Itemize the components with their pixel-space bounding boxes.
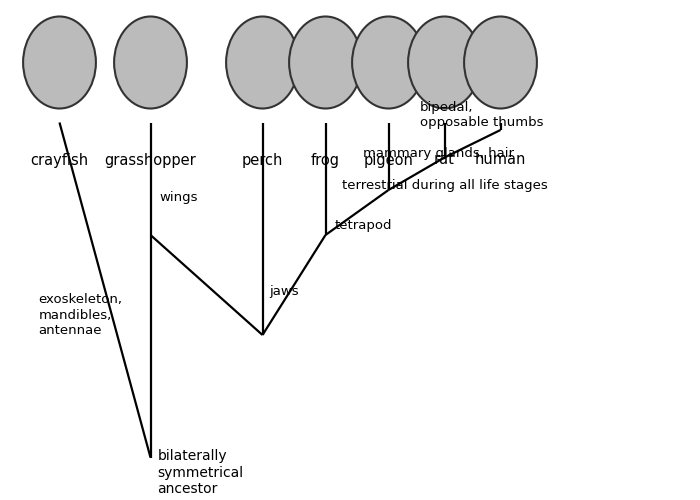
Text: grasshopper: grasshopper <box>104 152 197 168</box>
Ellipse shape <box>23 16 96 108</box>
Text: rat: rat <box>434 152 455 168</box>
Ellipse shape <box>352 16 425 108</box>
Text: human: human <box>475 152 526 168</box>
Text: perch: perch <box>241 152 284 168</box>
Text: tetrapod: tetrapod <box>335 220 392 232</box>
Text: terrestrial during all life stages: terrestrial during all life stages <box>342 178 547 192</box>
Text: frog: frog <box>311 152 340 168</box>
Ellipse shape <box>464 16 537 108</box>
Ellipse shape <box>226 16 299 108</box>
Text: pigeon: pigeon <box>363 152 414 168</box>
Text: bipedal,
opposable thumbs: bipedal, opposable thumbs <box>420 101 543 129</box>
Ellipse shape <box>408 16 481 108</box>
Text: exoskeleton,
mandibles,
antennae: exoskeleton, mandibles, antennae <box>38 294 122 337</box>
Text: crayfish: crayfish <box>30 152 89 168</box>
Ellipse shape <box>114 16 187 108</box>
Ellipse shape <box>289 16 362 108</box>
Text: jaws: jaws <box>270 284 299 298</box>
Text: mammary glands, hair: mammary glands, hair <box>363 146 514 160</box>
Text: bilaterally
symmetrical
ancestor: bilaterally symmetrical ancestor <box>158 450 244 496</box>
Text: wings: wings <box>160 191 198 204</box>
